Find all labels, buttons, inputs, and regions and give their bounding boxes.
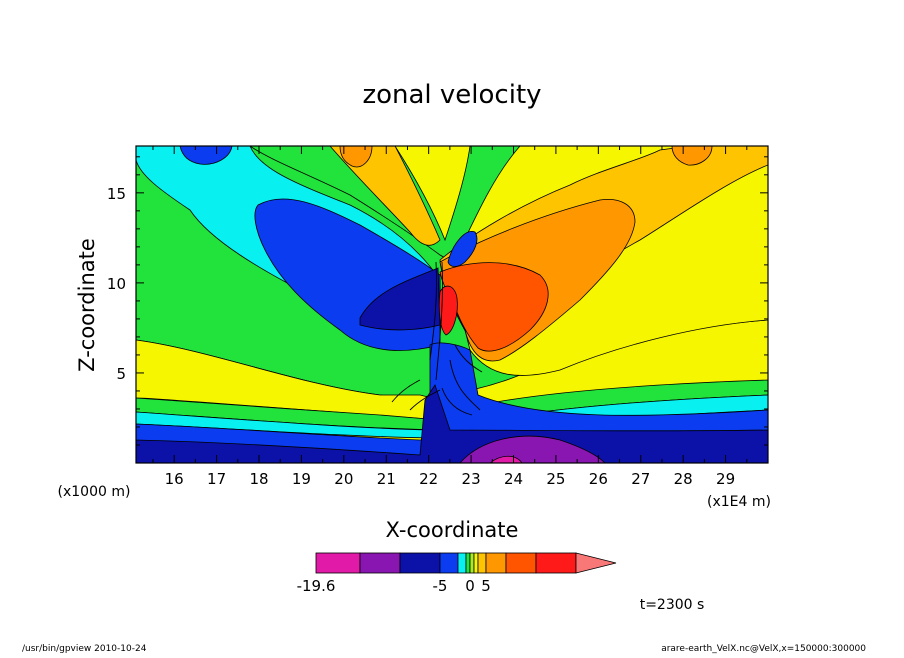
colorbar-label: 5 (481, 577, 491, 595)
x-tick-label: 23 (462, 470, 481, 488)
footer-right: arare-earth_VelX.nc@VelX,x=150000:300000 (661, 644, 866, 654)
contour-shear-band (391, 261, 483, 416)
contour-orange-topright (671, 146, 713, 166)
colorbar-swatch (469, 552, 475, 574)
footer-left: /usr/bin/gpview 2010-10-24 (22, 644, 147, 654)
x-axis-ticks: 16 17 18 19 20 21 22 23 24 25 26 27 28 29 (152, 146, 748, 488)
y-axis-title: Z-coordinate (75, 238, 99, 372)
x-tick-label: 16 (165, 470, 184, 488)
x-tick-label: 27 (631, 470, 650, 488)
colorbar-label: 0 (465, 577, 475, 595)
colorbar-swatch (457, 552, 467, 574)
x-tick-label: 25 (546, 470, 565, 488)
x-tick-label: 28 (674, 470, 693, 488)
contour-low-cyan (136, 394, 768, 439)
colorbar-swatch (473, 552, 479, 574)
x-tick-label: 21 (377, 470, 396, 488)
colorbar-label: -5 (433, 577, 448, 595)
plot-frame (135, 145, 769, 464)
x-tick-label: 22 (419, 470, 438, 488)
colorbar-swatch (477, 552, 487, 574)
x-tick-label: 20 (334, 470, 353, 488)
colorbar-labels: -19.6 -5 0 5 (297, 577, 491, 595)
x-axis-unit: (x1E4 m) (707, 494, 771, 510)
x-tick-label: 24 (504, 470, 523, 488)
x-axis-title: X-coordinate (386, 518, 519, 542)
contour-top-center-orange (339, 146, 373, 168)
colorbar-swatch (465, 552, 471, 574)
y-axis-ticks: 5 10 15 (107, 156, 768, 446)
colorbar (315, 552, 617, 574)
colorbar-overflow-arrow (575, 552, 617, 574)
y-tick-label: 15 (107, 185, 126, 203)
contour-field (136, 146, 768, 463)
colorbar-label: -19.6 (297, 577, 336, 595)
contour-blue-topleft (179, 146, 233, 165)
contour-top-center-yellow (394, 146, 471, 242)
contour-blue-small (447, 231, 478, 267)
contour-low-purple (459, 435, 606, 463)
colorbar-swatch (315, 552, 361, 574)
colorbar-swatch (359, 552, 401, 574)
contour-top-center-light (329, 146, 441, 246)
colorbar-swatch (439, 552, 459, 574)
x-tick-label: 17 (207, 470, 226, 488)
x-tick-label: 18 (249, 470, 268, 488)
y-tick-label: 5 (116, 365, 126, 383)
colorbar-swatch (399, 552, 441, 574)
contour-navy-left (359, 267, 441, 331)
time-label: t=2300 s (640, 597, 705, 613)
x-tick-label: 26 (589, 470, 608, 488)
contour-low-navy (136, 384, 768, 463)
x-tick-label: 19 (292, 470, 311, 488)
colorbar-swatch (485, 552, 507, 574)
y-axis-unit: (x1000 m) (58, 484, 131, 500)
colorbar-swatch (505, 552, 537, 574)
chart-title: zonal velocity (362, 80, 541, 110)
colorbar-swatch (535, 552, 577, 574)
contour-red-core (438, 285, 458, 336)
y-tick-label: 10 (107, 275, 126, 293)
x-tick-label: 29 (716, 470, 735, 488)
